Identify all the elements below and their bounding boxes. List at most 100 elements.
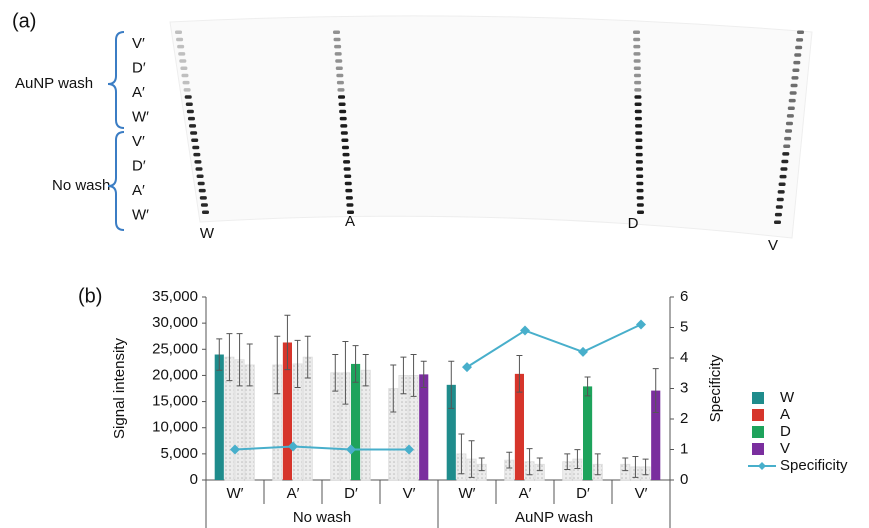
error-bar bbox=[642, 458, 649, 476]
spot bbox=[636, 188, 644, 193]
spot bbox=[191, 138, 199, 142]
specificity-marker bbox=[578, 346, 588, 357]
error-bar bbox=[564, 453, 571, 471]
specificity-line bbox=[466, 323, 642, 368]
spot bbox=[775, 205, 783, 209]
spot bbox=[785, 121, 793, 126]
spot bbox=[345, 196, 353, 200]
spot bbox=[794, 53, 802, 57]
spot bbox=[179, 59, 187, 63]
specificity-line bbox=[234, 445, 409, 451]
spot bbox=[790, 83, 798, 88]
legend-label: W bbox=[780, 389, 795, 406]
specificity-marker bbox=[230, 444, 240, 455]
spot bbox=[636, 167, 644, 171]
spot bbox=[782, 152, 790, 156]
x-tick-label: D′ bbox=[576, 485, 590, 502]
spot bbox=[636, 203, 644, 207]
error-bar bbox=[516, 355, 523, 393]
spot bbox=[340, 131, 348, 135]
spot bbox=[183, 88, 191, 92]
error-bar bbox=[632, 455, 639, 478]
spot bbox=[342, 152, 350, 157]
spot bbox=[789, 91, 797, 95]
spot bbox=[180, 66, 188, 70]
spot bbox=[338, 95, 346, 99]
y2-tick-label: 5 bbox=[680, 318, 688, 335]
error-bar bbox=[332, 354, 339, 392]
lane-label: A bbox=[345, 213, 355, 230]
error-bar bbox=[622, 457, 629, 472]
spot bbox=[176, 37, 184, 42]
spot bbox=[637, 210, 644, 214]
legend-label: Specificity bbox=[780, 457, 848, 474]
blot-panel: (a) AuNP wash No wash V′ D′ A′ W′ V′ D′ A′ W′ W A… bbox=[12, 10, 813, 254]
spot bbox=[333, 37, 341, 42]
spot bbox=[190, 131, 198, 135]
x-tick-label: V′ bbox=[403, 485, 416, 502]
spot bbox=[181, 73, 189, 78]
spot bbox=[784, 136, 792, 141]
spot bbox=[341, 145, 349, 150]
specificity-marker bbox=[462, 362, 472, 373]
bar bbox=[446, 384, 456, 480]
spot bbox=[633, 30, 640, 34]
spot bbox=[186, 109, 194, 114]
spot bbox=[333, 30, 340, 34]
specificity-marker bbox=[404, 444, 414, 455]
legend-swatch bbox=[752, 443, 764, 455]
spot bbox=[338, 102, 346, 106]
spot bbox=[198, 188, 206, 193]
spot bbox=[336, 80, 344, 85]
y-axis-title: Signal intensity bbox=[111, 338, 128, 439]
brace bbox=[107, 31, 125, 129]
error-bar bbox=[362, 354, 369, 387]
spot bbox=[633, 59, 641, 63]
spot bbox=[192, 145, 200, 150]
spot bbox=[783, 144, 791, 148]
spot bbox=[777, 190, 785, 194]
spot bbox=[635, 131, 643, 135]
error-bar bbox=[526, 448, 533, 476]
error-bar bbox=[652, 368, 659, 414]
legend-swatch bbox=[752, 426, 764, 438]
y-tick-label: 0 bbox=[190, 471, 198, 488]
chart: (b) 0 5,000 10,000 15,000 20,000 25,000 30,000 3… bbox=[78, 285, 848, 528]
spot bbox=[793, 60, 801, 65]
panel-label: (a) bbox=[12, 10, 36, 32]
error-bar bbox=[468, 440, 475, 478]
legend-swatch bbox=[752, 392, 764, 404]
row-label: V′ bbox=[132, 35, 145, 52]
x-tick-label: A′ bbox=[519, 485, 532, 502]
row-label: A′ bbox=[132, 182, 145, 199]
spot bbox=[339, 116, 347, 121]
spot bbox=[199, 196, 207, 200]
spot bbox=[635, 152, 643, 157]
spot bbox=[636, 174, 644, 178]
group-label: AuNP wash bbox=[515, 509, 593, 526]
row-label: W′ bbox=[132, 108, 149, 125]
spot bbox=[339, 109, 347, 114]
spot bbox=[785, 129, 793, 133]
error-bar bbox=[284, 314, 291, 371]
bar bbox=[583, 386, 593, 480]
bar bbox=[351, 363, 361, 480]
row-label: D′ bbox=[132, 59, 146, 76]
error-bar bbox=[594, 453, 601, 476]
row-label: A′ bbox=[132, 84, 145, 101]
spot bbox=[635, 160, 643, 164]
error-bar bbox=[506, 451, 513, 469]
error-bar bbox=[274, 335, 281, 395]
spot bbox=[195, 167, 203, 171]
spot bbox=[634, 95, 642, 99]
spot bbox=[193, 152, 201, 157]
error-bar bbox=[420, 360, 427, 388]
spot bbox=[796, 38, 804, 42]
lane-label: W bbox=[200, 225, 215, 242]
spot bbox=[200, 203, 208, 207]
x-tick-label: W′ bbox=[459, 485, 476, 502]
specificity-marker bbox=[346, 444, 356, 455]
bar bbox=[419, 374, 429, 480]
spot bbox=[344, 174, 352, 178]
legend-label: D bbox=[780, 423, 791, 440]
